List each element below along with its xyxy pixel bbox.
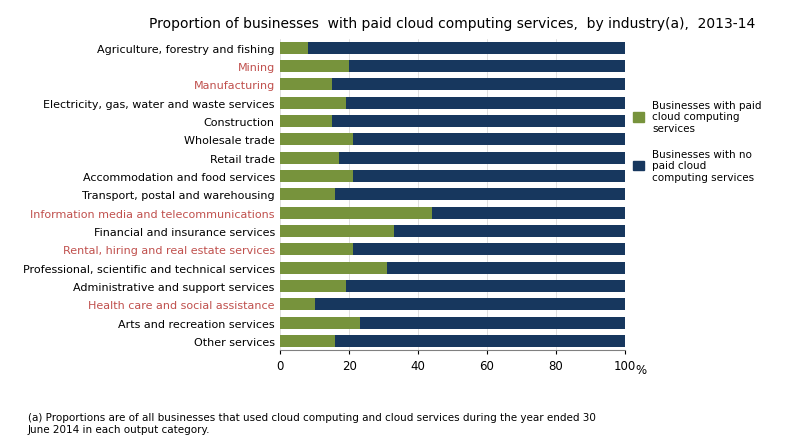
Bar <box>280 79 332 91</box>
Bar <box>280 42 308 54</box>
Bar <box>332 79 625 91</box>
Bar <box>280 207 432 219</box>
Bar <box>280 299 315 311</box>
Bar <box>280 336 336 347</box>
Bar <box>352 134 625 146</box>
Bar <box>349 61 625 73</box>
Bar <box>280 116 332 128</box>
Bar <box>280 134 352 146</box>
Bar <box>394 226 625 237</box>
Bar <box>352 171 625 183</box>
Legend: Businesses with paid
cloud computing
services, Businesses with no
paid cloud
com: Businesses with paid cloud computing ser… <box>634 101 762 183</box>
Bar <box>280 262 387 274</box>
Text: %: % <box>635 363 646 376</box>
Bar <box>280 189 336 201</box>
Bar <box>280 98 346 110</box>
Bar <box>332 116 625 128</box>
Bar <box>308 42 625 54</box>
Bar <box>336 336 625 347</box>
Bar <box>360 317 625 329</box>
Bar <box>280 226 394 237</box>
Bar <box>352 244 625 256</box>
Bar <box>346 280 625 292</box>
Bar <box>280 61 349 73</box>
Bar <box>387 262 625 274</box>
Bar <box>280 244 352 256</box>
Bar <box>432 207 625 219</box>
Title: Proportion of businesses  with paid cloud computing services,  by industry(a),  : Proportion of businesses with paid cloud… <box>150 18 755 32</box>
Text: (a) Proportions are of all businesses that used cloud computing and cloud servic: (a) Proportions are of all businesses th… <box>28 412 596 434</box>
Bar <box>280 152 339 164</box>
Bar <box>280 317 360 329</box>
Bar <box>339 152 625 164</box>
Bar <box>346 98 625 110</box>
Bar <box>280 171 352 183</box>
Bar <box>280 280 346 292</box>
Bar <box>315 299 625 311</box>
Bar <box>336 189 625 201</box>
